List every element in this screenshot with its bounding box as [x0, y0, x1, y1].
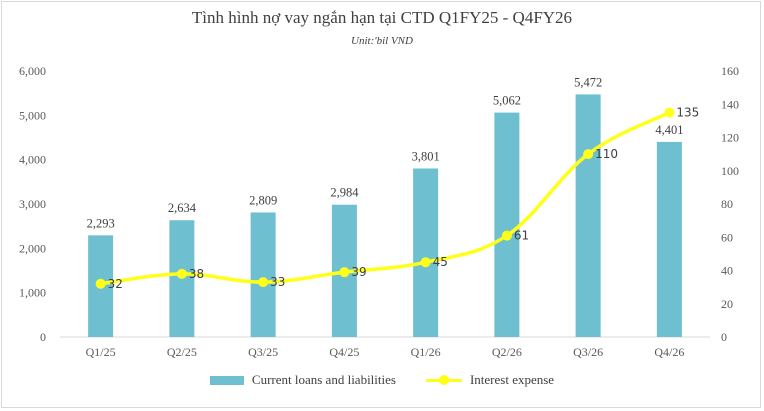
y-right-tick-label: 80	[721, 197, 733, 211]
line-point[interactable]	[95, 278, 106, 289]
bar-data-label: 2,634	[168, 201, 197, 215]
line-data-label: 45	[433, 255, 448, 269]
x-tick-label: Q4/25	[329, 345, 359, 359]
x-tick-label: Q3/26	[573, 345, 603, 359]
x-tick-label: Q1/25	[86, 345, 116, 359]
x-tick-label: Q1/26	[411, 345, 441, 359]
line-point[interactable]	[664, 107, 675, 118]
bar-data-label: 5,062	[493, 94, 521, 108]
y-right-tick-label: 140	[721, 97, 739, 111]
bar[interactable]	[575, 94, 601, 338]
y-right-tick-label: 60	[721, 230, 733, 244]
bar-data-label: 5,472	[574, 75, 602, 89]
line-data-label: 33	[270, 275, 285, 289]
bar-data-label: 3,801	[412, 149, 440, 163]
y-right-tick-label: 160	[721, 64, 739, 78]
line-data-label: 61	[514, 229, 529, 243]
line-data-label: 110	[595, 147, 618, 161]
y-left-tick-label: 0	[40, 330, 46, 344]
y-left-tick-label: 6,000	[19, 64, 46, 78]
line-data-label: 39	[351, 265, 366, 279]
bar-data-label: 2,293	[87, 216, 115, 230]
bar-data-label: 2,809	[249, 193, 277, 207]
line-point[interactable]	[258, 277, 269, 288]
y-left-tick-label: 2,000	[19, 241, 46, 255]
x-tick-label: Q2/26	[492, 345, 522, 359]
bar[interactable]	[494, 112, 520, 338]
y-right-tick-label: 100	[721, 164, 739, 178]
bar-data-label: 2,984	[330, 186, 359, 200]
legend-label-loans: Current loans and liabilities	[251, 372, 396, 387]
y-right-tick-label: 40	[721, 264, 733, 278]
legend-swatch-line-icon	[425, 375, 462, 385]
line-data-label: 135	[676, 106, 699, 120]
chart-subtitle: Unit:'bil VND	[351, 35, 413, 47]
line-point[interactable]	[501, 230, 512, 241]
line-data-label: 38	[189, 267, 204, 281]
legend-label-interest: Interest expense	[469, 372, 555, 387]
line-point[interactable]	[420, 257, 431, 268]
y-left-tick-label: 5,000	[19, 108, 46, 122]
line-point[interactable]	[176, 268, 187, 279]
y-right-tick-label: 120	[721, 131, 739, 145]
bar[interactable]	[250, 212, 276, 337]
legend-swatch-bar-icon	[209, 375, 244, 385]
y-right-tick-label: 20	[721, 297, 733, 311]
y-left-tick-label: 4,000	[19, 153, 46, 167]
line-point[interactable]	[339, 267, 350, 278]
bar-data-label: 4,401	[655, 123, 683, 137]
x-tick-label: Q2/25	[167, 345, 197, 359]
legend: Current loans and liabilities Interest e…	[0, 372, 764, 388]
y-left-tick-label: 3,000	[19, 197, 46, 211]
x-tick-label: Q3/25	[248, 345, 278, 359]
line-data-label: 32	[108, 277, 123, 291]
y-right-tick-label: 0	[721, 330, 727, 344]
legend-item-loans[interactable]: Current loans and liabilities	[209, 372, 396, 388]
bar[interactable]	[656, 141, 682, 337]
line-point[interactable]	[583, 149, 594, 160]
chart-title: Tình hình nợ vay ngắn hạn tại CTD Q1FY25…	[191, 8, 573, 27]
y-left-tick-label: 1,000	[19, 286, 46, 300]
bar[interactable]	[413, 168, 439, 337]
interest-line	[100, 111, 671, 286]
x-tick-label: Q4/26	[654, 345, 684, 359]
legend-item-interest[interactable]: Interest expense	[425, 372, 555, 388]
